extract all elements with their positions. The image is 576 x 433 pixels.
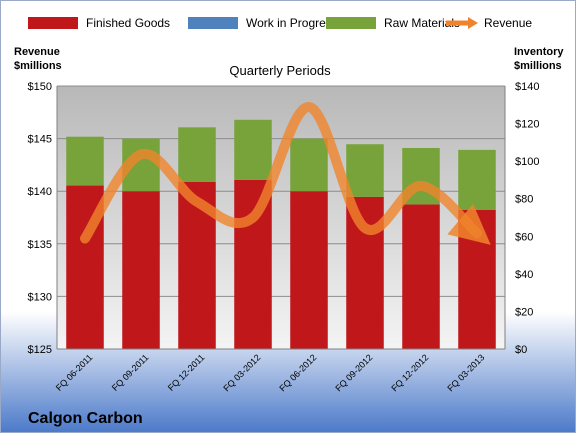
bar-raw-materials: [66, 136, 104, 186]
legend: Finished Goods Work in Progress Raw Materi…: [28, 16, 532, 30]
right-tick-label: $20: [515, 306, 533, 318]
bar-raw-materials: [178, 127, 216, 182]
bar-raw-materials: [458, 149, 496, 210]
chart-subtitle: Quarterly Periods: [229, 63, 331, 78]
right-axis-title-line1: Inventory: [514, 46, 564, 58]
bar-finished-goods: [290, 191, 328, 349]
revenue-line-group: [80, 102, 491, 245]
legend-label-finished-goods: Finished Goods: [86, 16, 170, 30]
legend-label-revenue: Revenue: [484, 16, 532, 30]
left-axis-title-line1: Revenue: [14, 46, 60, 58]
bar-raw-materials: [346, 144, 384, 197]
right-tick-label: $0: [515, 344, 527, 356]
bar-finished-goods: [122, 191, 160, 349]
bar-finished-goods: [346, 196, 384, 349]
left-tick-label: $150: [28, 81, 52, 93]
right-tick-label: $140: [515, 81, 539, 93]
left-axis: $125 $130 $135 $140 $145 $150: [28, 81, 58, 356]
legend-label-raw-materials: Raw Materials: [384, 16, 460, 30]
right-tick-label: $120: [515, 119, 539, 131]
right-tick-label: $60: [515, 231, 533, 243]
legend-label-work-in-progress: Work in Progress: [246, 16, 338, 30]
right-tick-label: $40: [515, 269, 533, 281]
legend-swatch-finished-goods: [28, 17, 78, 29]
bar-finished-goods: [402, 204, 440, 349]
left-tick-label: $140: [28, 186, 52, 198]
left-tick-label: $145: [28, 134, 52, 146]
left-axis-title-line2: $millions: [14, 60, 62, 72]
bar-raw-materials: [234, 119, 272, 180]
left-tick-label: $130: [28, 291, 52, 303]
revenue-line: [80, 102, 491, 245]
bar-raw-materials: [290, 138, 328, 192]
legend-swatch-work-in-progress: [188, 17, 238, 29]
legend-arrow-icon: [468, 17, 478, 29]
legend-swatch-raw-materials: [326, 17, 376, 29]
left-tick-label: $135: [28, 239, 52, 251]
right-axis-title-line2: $millions: [514, 60, 562, 72]
right-tick-label: $100: [515, 156, 539, 168]
right-axis: $0 $20 $40 $60 $80 $100 $120 $140: [504, 81, 539, 356]
company-name: Calgon Carbon: [28, 410, 143, 427]
right-tick-label: $80: [515, 194, 533, 206]
left-tick-label: $125: [28, 344, 52, 356]
